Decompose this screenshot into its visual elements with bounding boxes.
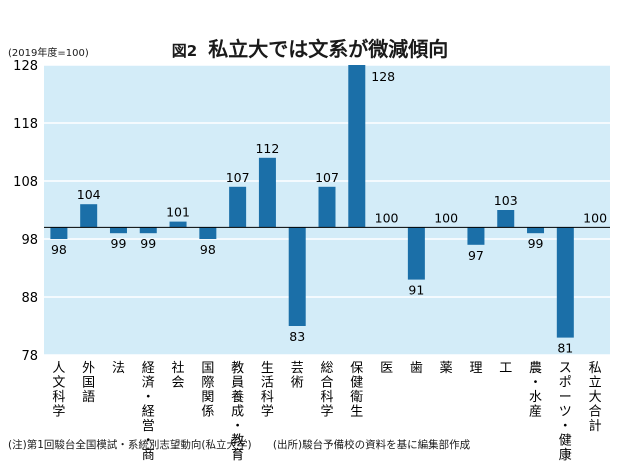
y-tick-label: 88	[21, 291, 38, 306]
x-tick-label: 芸術	[291, 360, 304, 391]
x-tick-label: 経済・経営・商	[142, 361, 155, 463]
data-label: 100	[583, 210, 607, 225]
bar	[169, 221, 187, 228]
data-label: 99	[140, 236, 156, 251]
x-tick-label: 社会	[172, 360, 185, 391]
data-label: 107	[226, 170, 250, 185]
bar	[50, 227, 68, 239]
footnote: (注)第1回駿台全国模試・系統別志望動向(私立大学) (出所)駿台予備校の資料を…	[8, 437, 470, 452]
bar	[199, 227, 217, 239]
data-label: 98	[51, 242, 67, 257]
data-label: 81	[557, 341, 573, 356]
x-tick-label: 国際関係	[201, 361, 214, 420]
bar	[288, 227, 306, 326]
data-label: 97	[468, 248, 484, 263]
x-tick-label: 教員養成・教育	[231, 360, 244, 463]
data-label: 100	[375, 210, 399, 225]
figure-label: 図2	[171, 42, 198, 60]
bar	[467, 227, 485, 245]
x-tick-label: 人文科学	[52, 361, 65, 420]
x-tick-label: スポーツ・健康	[559, 361, 572, 463]
data-label: 99	[111, 236, 127, 251]
data-label: 128	[371, 69, 395, 84]
data-label: 112	[255, 141, 279, 156]
x-tick-label: 薬	[440, 361, 453, 376]
x-tick-label: 法	[112, 361, 125, 376]
data-label: 91	[408, 283, 424, 298]
x-tick-label: 総合科学	[320, 361, 333, 420]
title-text: 私立大では文系が微減傾向	[208, 37, 449, 61]
data-label: 101	[166, 205, 190, 220]
y-tick-label: 78	[21, 349, 38, 364]
bar	[497, 210, 515, 228]
bar	[407, 227, 425, 280]
footnote-source: (出所)駿台予備校の資料を基に編集部作成	[272, 439, 471, 451]
data-label: 83	[289, 329, 305, 344]
bar	[139, 227, 157, 234]
x-tick-label: 私立大合計	[589, 361, 602, 434]
bar	[318, 186, 336, 228]
data-label: 104	[77, 187, 101, 202]
bar	[556, 227, 574, 338]
footnote-note: (注)第1回駿台全国模試・系統別志望動向(私立大学)	[8, 439, 252, 451]
chart-title: 図2 私立大では文系が微減傾向	[0, 33, 620, 62]
x-tick-label: 歯	[410, 361, 423, 376]
bar	[229, 186, 247, 228]
bar	[109, 227, 127, 234]
data-label: 98	[200, 242, 216, 257]
unit-note: (2019年度=100)	[8, 48, 89, 59]
bar	[80, 204, 98, 228]
data-label: 103	[494, 193, 518, 208]
y-tick-label: 98	[21, 233, 38, 248]
x-tick-label: 生活科学	[261, 361, 274, 420]
x-tick-label: 保健衛生	[350, 361, 363, 420]
x-tick-label: 工	[499, 361, 512, 376]
x-tick-label: 医	[380, 361, 393, 376]
x-tick-label: 外国語	[82, 361, 95, 405]
data-label: 107	[315, 170, 339, 185]
y-tick-label: 108	[13, 175, 38, 190]
x-tick-label: 理	[469, 361, 482, 376]
data-label: 99	[528, 236, 544, 251]
bar	[527, 227, 545, 234]
bar	[258, 157, 276, 228]
x-tick-label: 農・水産	[529, 361, 542, 420]
data-label: 100	[434, 210, 458, 225]
y-tick-label: 128	[13, 59, 38, 74]
bar	[348, 65, 366, 228]
y-tick-label: 118	[13, 117, 38, 132]
